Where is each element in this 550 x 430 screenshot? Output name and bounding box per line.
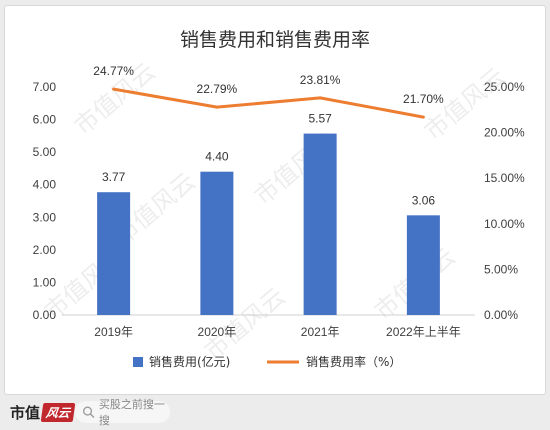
search-icon [83, 406, 95, 418]
x-tick-label: 2020年 [198, 325, 237, 339]
chart-frame [4, 5, 546, 395]
y-right-tick-label: 10.00% [484, 217, 525, 231]
y-axis-right: 0.00% 5.00% 10.00% 15.00% 20.00% 25.00% [484, 80, 525, 322]
line-point [215, 105, 219, 109]
line-point [112, 87, 116, 91]
bar-data-label: 4.40 [205, 150, 229, 164]
line-data-label: 21.70% [403, 92, 444, 106]
y-axis-left: 0.00 1.00 2.00 3.00 4.00 5.00 6.00 7.00 [33, 80, 57, 322]
legend-line-label: 销售费用率（%） [306, 354, 401, 369]
bar-data-label: 3.77 [102, 170, 126, 184]
y-left-tick-label: 4.00 [33, 178, 57, 192]
x-tick-label: 2022年上半年 [386, 325, 461, 339]
bar-data-label: 5.57 [308, 112, 332, 126]
legend-bar-label: 销售费用(亿元) [149, 354, 230, 369]
line-data-label: 23.81% [300, 73, 341, 87]
x-tick-label: 2019年 [94, 325, 133, 339]
chart: 市值风云市值风云市值风云市值风云市值风云市值风云市值风云 销售费用和销售费用率 … [33, 29, 525, 369]
bar-data-label: 3.06 [412, 193, 436, 207]
bar [303, 133, 337, 315]
legend: 销售费用(亿元) 销售费用率（%） [133, 354, 401, 369]
line-point [318, 96, 322, 100]
y-left-tick-label: 6.00 [33, 113, 57, 127]
logo-badge: 风云 [40, 402, 76, 422]
y-right-tick-label: 0.00% [484, 308, 518, 322]
brand-logo[interactable]: 市值 风云 [10, 402, 76, 422]
search-box[interactable]: 买股之前搜一搜 [75, 398, 170, 427]
bar [97, 192, 131, 315]
y-right-tick-label: 5.00% [484, 262, 518, 276]
bar [200, 171, 234, 315]
y-left-tick-label: 0.00 [33, 308, 57, 322]
bar-series: 3.77 4.40 5.57 3.06 [97, 112, 440, 315]
y-left-tick-label: 3.00 [33, 210, 57, 224]
line-data-label: 22.79% [197, 82, 238, 96]
footer-bar: 市值 风云 买股之前搜一搜 [0, 393, 550, 430]
x-axis-ticks: 2019年 2020年 2021年 2022年上半年 [94, 325, 460, 339]
line-series: 24.77% 22.79% 23.81% 21.70% [93, 64, 444, 119]
logo-text: 市值 [10, 403, 41, 422]
y-right-tick-label: 15.00% [484, 171, 525, 185]
y-left-tick-label: 7.00 [33, 80, 57, 94]
y-left-tick-label: 1.00 [33, 275, 57, 289]
y-right-tick-label: 25.00% [484, 80, 525, 94]
chart-title: 销售费用和销售费用率 [180, 29, 370, 51]
x-tick-label: 2021年 [301, 325, 340, 339]
search-placeholder: 买股之前搜一搜 [98, 398, 165, 427]
y-right-tick-label: 20.00% [484, 126, 525, 140]
legend-bar-swatch [133, 357, 143, 367]
y-left-tick-label: 5.00 [33, 145, 57, 159]
y-left-tick-label: 2.00 [33, 243, 57, 257]
line-point [421, 115, 425, 119]
line-path [113, 87, 424, 119]
line-data-label: 24.77% [93, 64, 134, 78]
bar [406, 215, 440, 315]
